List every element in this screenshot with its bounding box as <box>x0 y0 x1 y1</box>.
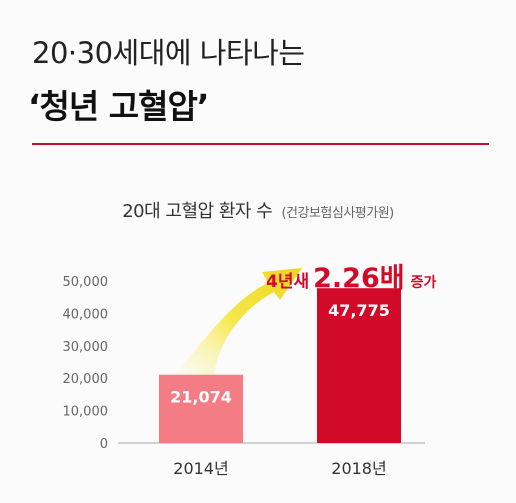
bar-value-label: 47,775 <box>328 301 390 320</box>
y-tick-label: 0 <box>100 437 108 452</box>
growth-annotation: 4년새 2.26배 증가 <box>266 256 436 295</box>
y-tick-label: 10,000 <box>63 405 109 420</box>
annotation-multiplier: 2.26배 <box>313 263 405 294</box>
growth-arrow-icon <box>170 268 302 380</box>
chart-source: (건강보험심사평가원) <box>281 206 394 221</box>
y-tick-label: 20,000 <box>63 372 109 387</box>
y-tick-label: 30,000 <box>63 340 109 355</box>
divider-rule <box>32 143 489 145</box>
headline-line-2: ‘청년 고혈압’ <box>28 87 209 126</box>
bar-value-label: 21,074 <box>170 388 232 407</box>
y-tick-label: 50,000 <box>63 275 109 290</box>
annotation-post: 증가 <box>410 275 437 291</box>
x-tick-label: 2018년 <box>331 459 386 478</box>
bar <box>317 288 401 443</box>
chart-title-row: 20대 고혈압 환자 수 (건강보험심사평가원) <box>0 197 516 223</box>
chart-title: 20대 고혈압 환자 수 <box>122 201 273 222</box>
bar <box>159 374 243 443</box>
headline-line-1: 20·30세대에 나타나는 <box>32 36 305 70</box>
annotation-pre: 4년새 <box>266 272 310 292</box>
x-tick-label: 2014년 <box>173 459 228 478</box>
y-tick-label: 40,000 <box>63 307 109 322</box>
